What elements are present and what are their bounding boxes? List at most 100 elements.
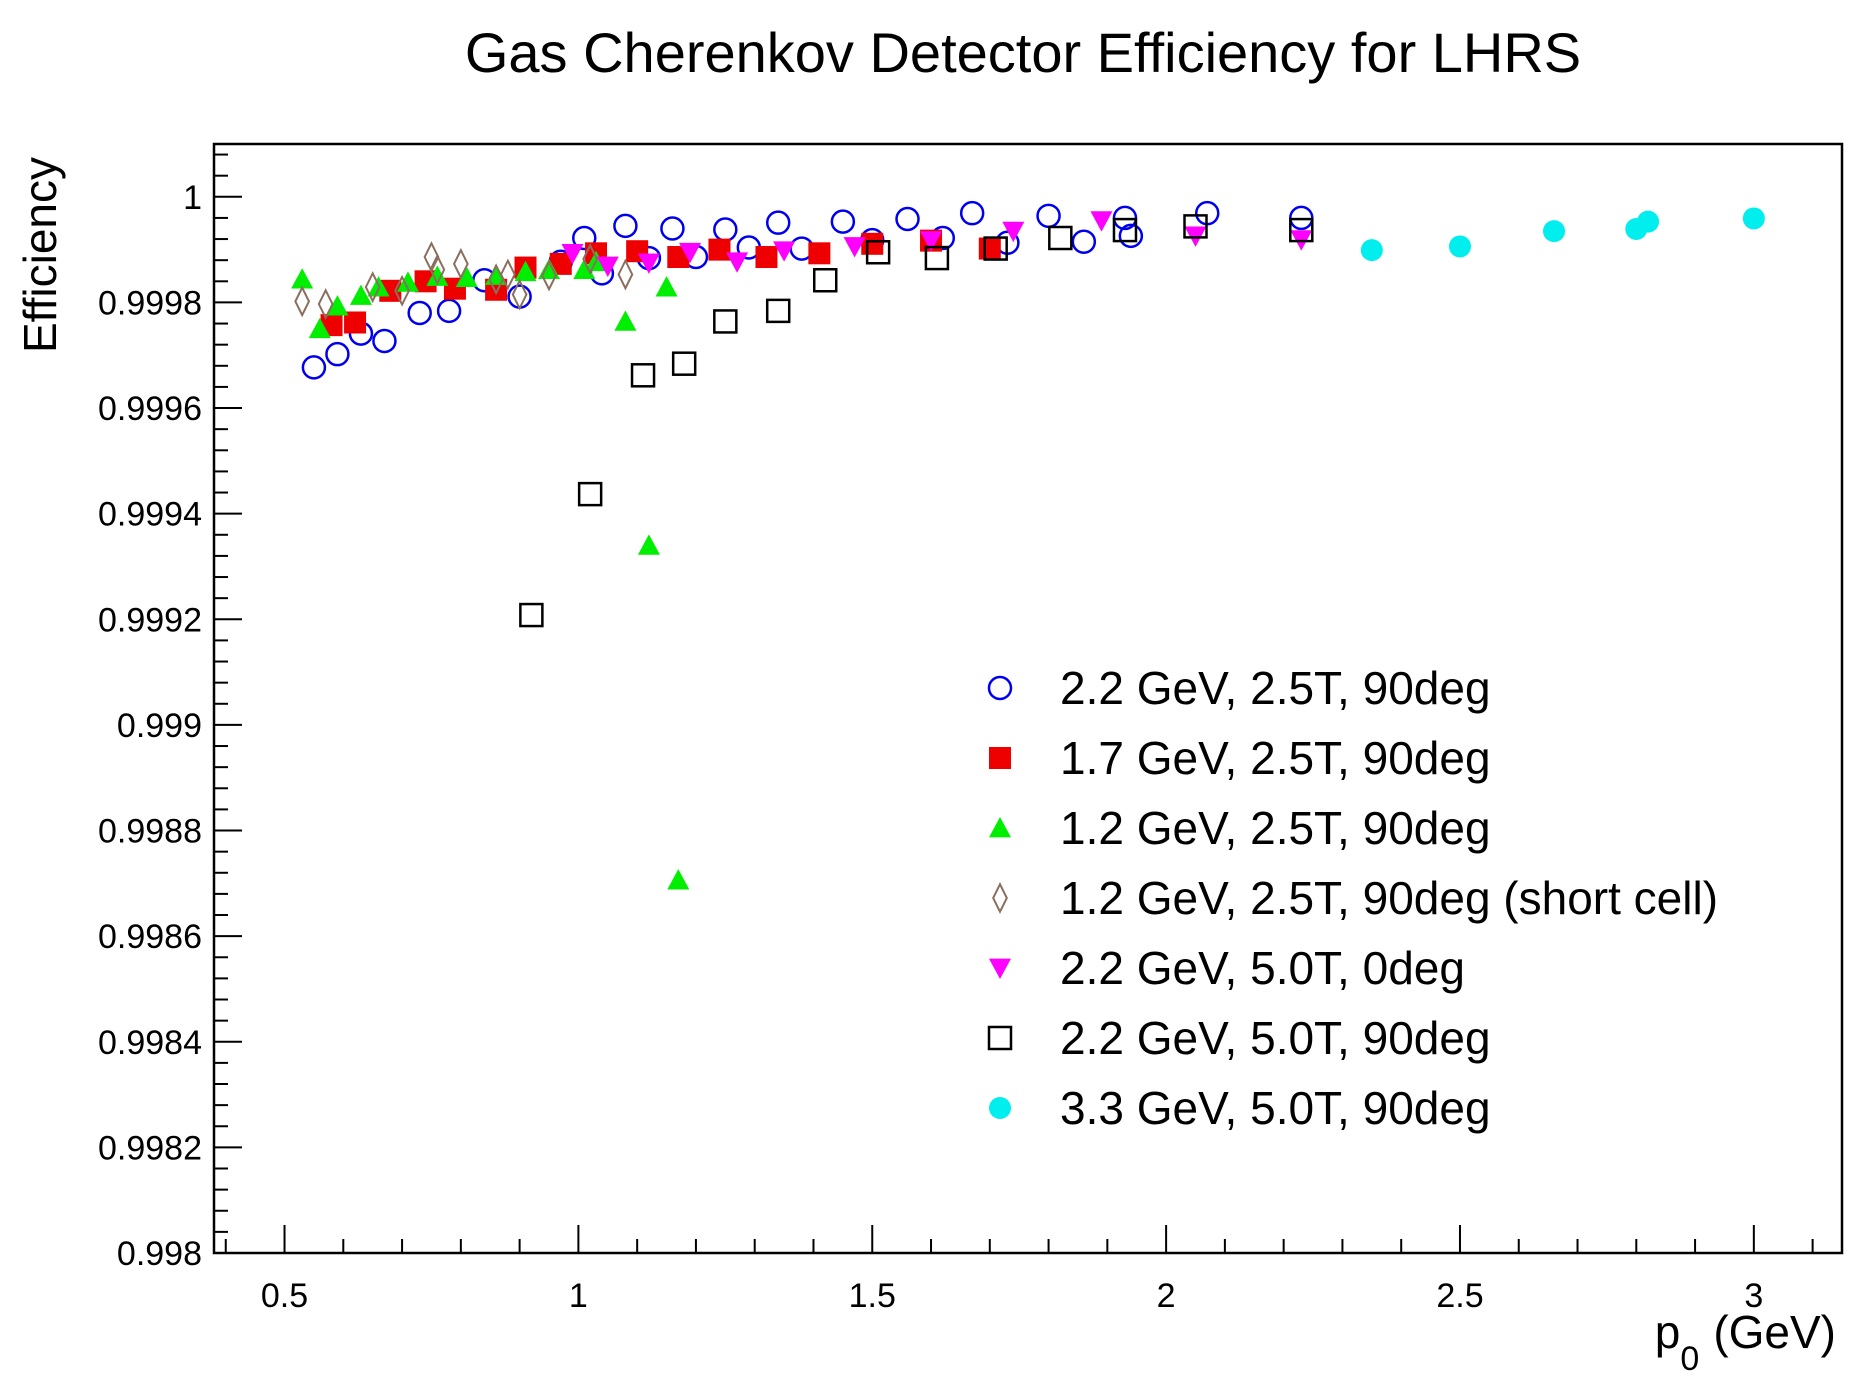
data-point bbox=[713, 309, 738, 334]
data-point bbox=[755, 246, 778, 269]
legend-entry: 2.2 GeV, 5.0T, 0deg bbox=[989, 942, 1465, 994]
data-point bbox=[660, 216, 685, 241]
legend: 2.2 GeV, 2.5T, 90deg 1.7 GeV, 2.5T, 90deg… bbox=[987, 662, 1718, 1134]
legend-marker bbox=[989, 958, 1011, 979]
y-tick-label: 0.9986 bbox=[98, 918, 202, 956]
data-point bbox=[1448, 235, 1471, 258]
data-point bbox=[895, 206, 920, 232]
legend-entry: 1.2 GeV, 2.5T, 90deg bbox=[989, 802, 1491, 854]
series-3 bbox=[294, 241, 634, 321]
data-point bbox=[1090, 211, 1113, 232]
x-tick-label: 1 bbox=[569, 1277, 588, 1315]
series-2 bbox=[291, 250, 690, 890]
legend-label: 2.2 GeV, 5.0T, 90deg bbox=[1060, 1012, 1491, 1064]
data-point bbox=[630, 363, 656, 388]
chart-title: Gas Cherenkov Detector Efficiency for LH… bbox=[465, 21, 1581, 84]
legend-label: 1.2 GeV, 2.5T, 90deg (short cell) bbox=[1060, 872, 1718, 924]
data-point bbox=[577, 481, 603, 507]
data-point bbox=[637, 534, 660, 555]
data-point bbox=[1118, 223, 1144, 249]
legend-entry: 3.3 GeV, 5.0T, 90deg bbox=[989, 1082, 1491, 1134]
data-point bbox=[572, 225, 597, 251]
legend-marker bbox=[992, 881, 1008, 915]
data-point bbox=[667, 869, 690, 890]
data-point bbox=[499, 258, 516, 291]
data-point bbox=[1112, 217, 1138, 243]
data-point bbox=[326, 295, 349, 316]
data-point bbox=[808, 242, 831, 265]
data-point bbox=[349, 284, 372, 305]
series-6 bbox=[1360, 207, 1765, 262]
x-tick-label: 2.5 bbox=[1436, 1277, 1483, 1315]
data-point bbox=[1289, 217, 1314, 243]
y-tick-label: 0.9996 bbox=[98, 390, 202, 428]
legend-marker bbox=[987, 675, 1013, 701]
x-axis-label-unit: (GeV) bbox=[1713, 1306, 1836, 1358]
y-tick-label: 0.9992 bbox=[98, 601, 202, 639]
y-tick-label: 0.9984 bbox=[98, 1024, 202, 1062]
y-tick-label: 0.9982 bbox=[98, 1129, 202, 1167]
data-point bbox=[613, 213, 638, 239]
data-point bbox=[364, 271, 381, 304]
data-point bbox=[1036, 203, 1061, 229]
data-point bbox=[1742, 207, 1765, 230]
data-point bbox=[507, 284, 532, 309]
data-point bbox=[865, 240, 891, 265]
legend-marker bbox=[989, 1097, 1011, 1119]
series-1 bbox=[320, 229, 1001, 337]
y-axis-label: Efficiency bbox=[14, 157, 66, 353]
data-point bbox=[344, 311, 367, 334]
axes: 0.5 1 1.5 2 2.5 3 0.998 0.9982 0.9984 0.9986 0.998… bbox=[98, 142, 1844, 1315]
data-point bbox=[301, 355, 327, 380]
data-point bbox=[830, 209, 856, 234]
data-point bbox=[396, 271, 419, 292]
data-point bbox=[773, 241, 796, 262]
legend-label: 2.2 GeV, 2.5T, 90deg bbox=[1060, 662, 1491, 714]
data-point bbox=[1048, 225, 1073, 251]
data-point bbox=[294, 285, 311, 318]
data-point bbox=[325, 341, 350, 367]
data-point bbox=[541, 259, 557, 292]
data-point bbox=[614, 310, 637, 331]
data-point bbox=[519, 602, 544, 628]
data-point bbox=[1002, 221, 1025, 243]
plot-frame bbox=[212, 142, 1844, 1255]
data-point bbox=[959, 200, 985, 226]
data-points bbox=[291, 200, 1765, 890]
x-tick-label: 3 bbox=[1744, 1277, 1763, 1315]
data-point bbox=[511, 278, 528, 311]
data-point bbox=[372, 328, 397, 354]
data-point bbox=[843, 237, 866, 258]
data-point bbox=[812, 267, 838, 293]
data-point bbox=[924, 245, 950, 271]
legend-entry: 1.2 GeV, 2.5T, 90deg (short cell) bbox=[992, 872, 1718, 924]
data-point bbox=[414, 270, 437, 293]
data-point bbox=[765, 210, 791, 235]
data-point bbox=[1543, 220, 1566, 243]
data-point bbox=[514, 260, 537, 282]
data-point bbox=[452, 247, 469, 280]
data-point bbox=[582, 243, 599, 276]
data-point bbox=[713, 217, 738, 242]
y-tick-label: 0.9998 bbox=[98, 284, 202, 322]
data-point bbox=[655, 276, 678, 297]
data-point bbox=[978, 237, 1001, 260]
x-tick-label: 0.5 bbox=[261, 1277, 308, 1315]
data-point bbox=[317, 288, 334, 321]
x-axis-label-subscript: 0 bbox=[1680, 1340, 1699, 1378]
legend-entry: 1.7 GeV, 2.5T, 90deg bbox=[989, 732, 1491, 784]
y-tick-label: 0.9994 bbox=[98, 496, 202, 534]
data-point bbox=[679, 242, 702, 264]
series-5 bbox=[519, 214, 1314, 628]
data-point bbox=[726, 252, 749, 273]
data-point bbox=[308, 317, 331, 339]
series-4 bbox=[561, 211, 1313, 277]
data-point bbox=[920, 231, 943, 252]
data-point bbox=[549, 252, 572, 275]
data-point bbox=[1637, 210, 1660, 233]
data-point bbox=[407, 300, 432, 326]
legend-label: 3.3 GeV, 5.0T, 90deg bbox=[1060, 1082, 1491, 1134]
legend-entry: 2.2 GeV, 2.5T, 90deg bbox=[987, 662, 1491, 714]
data-point bbox=[765, 298, 791, 324]
